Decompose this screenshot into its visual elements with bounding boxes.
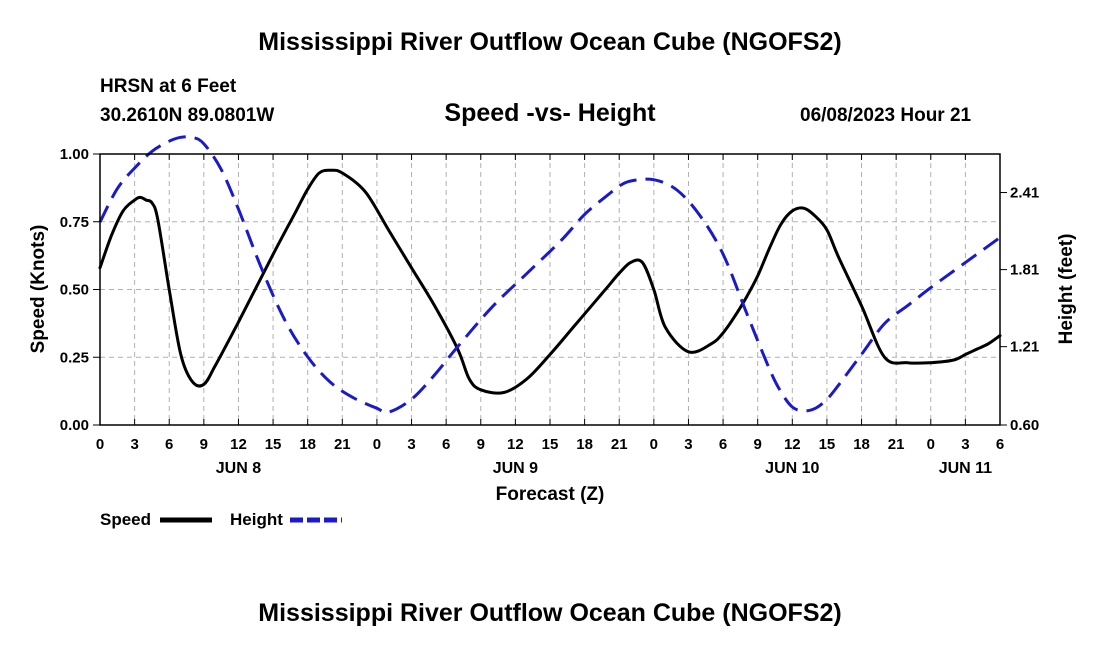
station-label: HRSN at 6 Feet [100, 76, 237, 97]
x-tick-label: 18 [576, 436, 593, 453]
x-tick-label: 18 [299, 436, 316, 453]
grid-layer [99, 154, 1001, 425]
x-tick-label: 18 [853, 436, 870, 453]
y-axis-label-right: Height (feet) [1056, 234, 1077, 345]
x-tick-label: 0 [96, 436, 104, 453]
y-left-tick-label: 0.00 [60, 417, 89, 434]
series-line-height [98, 135, 1001, 415]
forecast-datetime: 06/08/2023 Hour 21 [800, 105, 972, 126]
x-tick-label: 21 [888, 436, 905, 453]
chart-title: Mississippi River Outflow Ocean Cube (NG… [258, 28, 842, 56]
x-tick-label: 0 [650, 436, 658, 453]
x-day-label: JUN 10 [765, 460, 819, 477]
x-tick-label: 15 [542, 436, 559, 453]
y-right-tick-label: 2.41 [1010, 185, 1039, 202]
x-day-label: JUN 9 [493, 460, 538, 477]
x-tick-label: 9 [754, 436, 762, 453]
x-tick-label: 0 [373, 436, 381, 453]
x-tick-label: 15 [819, 436, 836, 453]
legend-label-height: Height [230, 510, 283, 529]
x-tick-label: 9 [200, 436, 208, 453]
x-tick-label: 6 [996, 436, 1004, 453]
y-right-tick-label: 0.60 [1010, 417, 1039, 434]
x-tick-label: 12 [784, 436, 801, 453]
legend: Speed Height [100, 510, 342, 529]
x-day-label: JUN 8 [216, 460, 261, 477]
x-tick-label: 3 [684, 436, 692, 453]
y-right-tick-label: 1.81 [1010, 262, 1039, 279]
y-left-tick-label: 0.75 [60, 214, 89, 231]
x-tick-label: 9 [477, 436, 485, 453]
y-left-tick-label: 1.00 [60, 146, 89, 163]
x-tick-label: 15 [265, 436, 282, 453]
series-layer [98, 135, 1002, 415]
footer-title: Mississippi River Outflow Ocean Cube (NG… [258, 599, 842, 627]
x-tick-label: 21 [334, 436, 351, 453]
x-tick-label: 3 [407, 436, 415, 453]
y-left-tick-label: 0.25 [60, 349, 89, 366]
x-tick-label: 3 [130, 436, 138, 453]
station-coordinates: 30.2610N 89.0801W [100, 105, 275, 126]
legend-label-speed: Speed [100, 510, 151, 529]
x-tick-label: 3 [961, 436, 969, 453]
axis-layer: 0 3 6 9 12 15 18 21 0 3 6 9 12 15 18 21 0 3 6 9 12 15 18 21 0 3 60… [60, 146, 1039, 477]
y-axis-label-left: Speed (Knots) [28, 225, 49, 354]
x-tick-label: 21 [611, 436, 628, 453]
x-tick-label: 6 [165, 436, 173, 453]
y-left-tick-label: 0.50 [60, 282, 89, 299]
y-right-tick-label: 1.21 [1010, 339, 1039, 356]
series-line-speed [98, 168, 1002, 395]
x-tick-label: 6 [719, 436, 727, 453]
x-tick-label: 0 [927, 436, 935, 453]
x-tick-label: 6 [442, 436, 450, 453]
x-tick-label: 12 [230, 436, 247, 453]
x-axis-label: Forecast (Z) [496, 484, 605, 505]
x-day-label: JUN 11 [939, 460, 992, 477]
x-tick-label: 12 [507, 436, 524, 453]
chart-subtitle: Speed -vs- Height [444, 99, 656, 127]
